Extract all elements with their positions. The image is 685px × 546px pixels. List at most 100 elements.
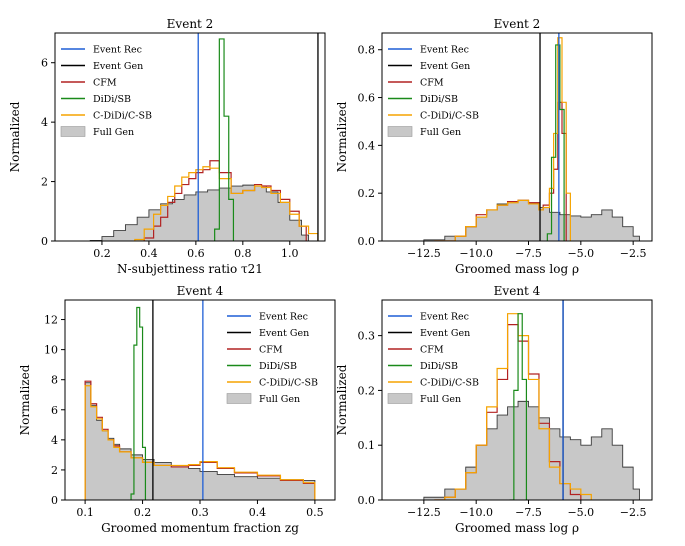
y-tick-label: 6	[51, 404, 58, 417]
axes-frame	[381, 299, 653, 501]
x-tick-label: 0.2	[93, 247, 111, 260]
x-tick-label: −10.0	[459, 506, 493, 519]
y-tick-label: 4	[51, 434, 58, 447]
legend: Event Rec Event Gen CFM DiDi/SB C-DiDi/C-SB F…	[60, 45, 152, 138]
full-gen-histogram	[392, 199, 640, 241]
x-tick-label: 0.2	[134, 506, 152, 519]
x-tick-label: 0.4	[249, 506, 267, 519]
y-axis-label: Normalized	[8, 101, 22, 172]
y-axis-label: Normalized	[335, 364, 349, 435]
y-tick-label: 2	[41, 176, 48, 189]
y-axis-label: Normalized	[335, 101, 349, 172]
y-tick-label: 0.1	[358, 439, 376, 452]
legend-label: CFM	[93, 78, 117, 89]
legend-label: DiDi/SB	[259, 361, 297, 372]
plot-area	[392, 33, 640, 241]
x-tick-label: −5.0	[567, 506, 594, 519]
plot-area	[84, 300, 316, 500]
y-tick-label: 0.2	[358, 384, 376, 397]
y-tick-label: 0	[51, 494, 58, 507]
y-tick-label: 0	[41, 235, 48, 248]
legend: Event Rec Event Gen CFM DiDi/SB C-DiDi/C-SB F…	[226, 312, 318, 405]
legend-label: C-DiDi/C-SB	[93, 111, 152, 122]
y-tick-label: 0.0	[358, 494, 376, 507]
x-tick-label: −2.5	[620, 247, 647, 260]
x-tick-label: 0.5	[306, 506, 324, 519]
x-tick-label: 1.0	[281, 247, 299, 260]
x-axis-label: Groomed momentum fraction zg	[101, 521, 299, 535]
y-tick-label: 6	[41, 57, 48, 70]
y-tick-label: 0.8	[358, 44, 376, 57]
panel-title: Event 4	[494, 284, 541, 298]
legend-label: CFM	[420, 345, 444, 356]
panel-title: Event 2	[167, 17, 214, 31]
y-tick-label: 0.4	[358, 139, 376, 152]
legend-label: C-DiDi/C-SB	[259, 378, 318, 389]
panel-2: −12.5 −10.0 −7.5 −5.0 −2.5 0.0 0.2 0.4 0.6 0.8 Eve…	[335, 17, 653, 276]
panel-title: Event 2	[494, 17, 541, 31]
legend: Event Rec Event Gen CFM DiDi/SB C-DiDi/C-SB F…	[387, 45, 479, 138]
didi-histogram	[214, 38, 235, 241]
legend-swatch	[387, 126, 413, 137]
x-tick-label: 0.1	[76, 506, 94, 519]
didi-histogram	[546, 44, 565, 241]
didi-histogram	[130, 306, 147, 500]
legend-label: Full Gen	[420, 394, 461, 405]
y-tick-label: 10	[44, 344, 58, 357]
y-tick-label: 0.3	[358, 330, 376, 343]
legend-label: CFM	[259, 345, 283, 356]
axes-frame	[54, 32, 326, 242]
didi-histogram	[509, 313, 528, 500]
x-tick-label: −10.0	[459, 247, 493, 260]
legend-swatch	[387, 393, 413, 404]
legend-label: Full Gen	[93, 127, 134, 138]
y-tick-label: 4	[41, 116, 48, 129]
legend-label: Full Gen	[259, 394, 300, 405]
plot-area	[73, 33, 319, 241]
legend-label: C-DiDi/C-SB	[420, 111, 479, 122]
y-tick-label: 8	[51, 374, 58, 387]
legend-label: Event Gen	[420, 328, 470, 339]
x-axis-label: N-subjettiness ratio τ21	[117, 262, 263, 276]
x-tick-label: −2.5	[620, 506, 647, 519]
legend-swatch	[226, 393, 252, 404]
y-tick-label: 0.6	[358, 92, 376, 105]
axes-frame	[381, 32, 653, 242]
legend-label: Event Rec	[420, 312, 469, 323]
panel-4: −12.5 −10.0 −7.5 −5.0 −2.5 0.0 0.1 0.2 0.3 Event …	[335, 284, 653, 535]
c-didi-histogram	[84, 385, 316, 500]
y-tick-label: 12	[44, 314, 58, 327]
x-tick-label: 0.6	[187, 247, 205, 260]
panel-3: 0.1 0.2 0.3 0.4 0.5 0 2 4 6 8 10 12 Event 4 Groomed m…	[18, 284, 336, 535]
legend-label: Event Rec	[93, 45, 142, 56]
x-tick-label: 0.3	[191, 506, 209, 519]
c-didi-histogram	[434, 37, 571, 241]
panel-1: 0.2 0.4 0.6 0.8 1.0 0 2 4 6 Event 2 N-subjettiness…	[8, 17, 326, 276]
legend-label: Event Gen	[93, 61, 143, 72]
x-tick-label: −12.5	[407, 506, 441, 519]
legend-swatch	[60, 126, 86, 137]
legend-label: DiDi/SB	[420, 361, 458, 372]
y-tick-label: 0.0	[358, 235, 376, 248]
legend-label: Full Gen	[420, 127, 461, 138]
y-axis-label: Normalized	[18, 364, 32, 435]
plot-area	[392, 300, 640, 500]
x-tick-label: −7.5	[515, 247, 542, 260]
legend-label: Event Rec	[420, 45, 469, 56]
x-tick-label: −12.5	[407, 247, 441, 260]
x-tick-label: −7.5	[515, 506, 542, 519]
y-tick-label: 2	[51, 464, 58, 477]
panel-title: Event 4	[177, 284, 224, 298]
legend-label: CFM	[420, 78, 444, 89]
legend: Event Rec Event Gen CFM DiDi/SB C-DiDi/C-SB F…	[387, 312, 479, 405]
legend-label: Event Gen	[420, 61, 470, 72]
legend-label: DiDi/SB	[420, 94, 458, 105]
x-tick-label: −5.0	[567, 247, 594, 260]
legend-label: DiDi/SB	[93, 94, 131, 105]
x-axis-label: Groomed mass log ρ	[455, 262, 579, 276]
full-gen-histogram	[392, 400, 640, 500]
y-tick-label: 0.2	[358, 187, 376, 200]
x-tick-label: 0.4	[140, 247, 158, 260]
legend-label: Event Rec	[259, 312, 308, 323]
